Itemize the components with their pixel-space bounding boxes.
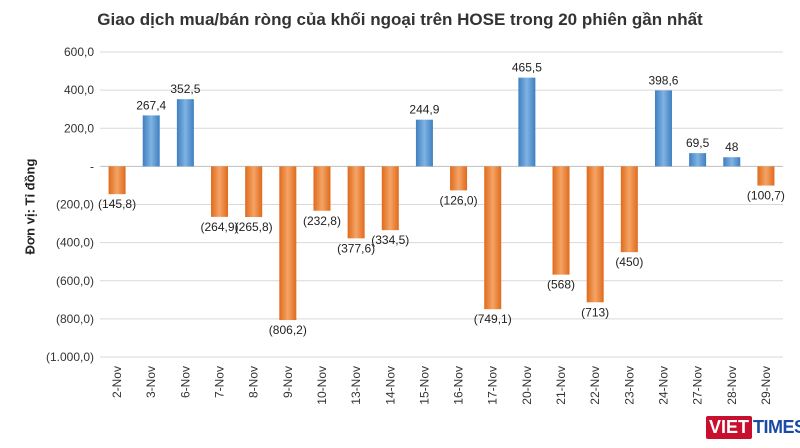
x-tick-label: 10-Nov	[315, 366, 329, 405]
data-label: (450)	[615, 255, 643, 269]
x-tick-label: 6-Nov	[178, 366, 192, 398]
x-tick-label: 8-Nov	[247, 366, 261, 398]
y-tick-label: (600,0)	[56, 274, 94, 288]
bar	[142, 115, 160, 167]
data-label: (265,8)	[235, 220, 273, 234]
data-label: (377,6)	[337, 241, 375, 255]
y-tick-label: (200,0)	[56, 198, 94, 212]
x-tick-label: 20-Nov	[520, 366, 534, 405]
y-tick-label: 400,0	[64, 83, 94, 97]
data-label: (334,5)	[371, 233, 409, 247]
x-tick-label: 29-Nov	[759, 366, 773, 405]
x-tick-label: 16-Nov	[452, 366, 466, 405]
x-tick-label: 24-Nov	[656, 366, 670, 405]
bar	[654, 90, 672, 167]
bar	[757, 166, 775, 186]
data-label: (232,8)	[303, 214, 341, 228]
bar	[245, 166, 263, 218]
bar	[552, 166, 570, 275]
bar	[176, 99, 194, 167]
x-tick-label: 7-Nov	[213, 366, 227, 398]
data-label: (145,8)	[98, 197, 136, 211]
bar	[450, 166, 468, 191]
bar	[211, 166, 229, 217]
bar	[415, 119, 433, 167]
bar	[518, 77, 536, 167]
data-label: (749,1)	[474, 312, 512, 326]
x-tick-label: 28-Nov	[725, 366, 739, 405]
x-tick-label: 15-Nov	[417, 366, 431, 405]
data-label: 69,5	[686, 136, 710, 150]
data-label: (100,7)	[747, 189, 785, 203]
logo-viet: VIET	[706, 415, 753, 439]
data-label: (264,9)	[201, 220, 239, 234]
logo-times: TIMES	[753, 416, 800, 437]
x-tick-label: 21-Nov	[554, 366, 568, 405]
x-tick-label: 17-Nov	[486, 366, 500, 405]
bar	[689, 153, 707, 167]
y-tick-label: 200,0	[64, 121, 94, 135]
data-label: (713)	[581, 305, 609, 319]
x-tick-label: 14-Nov	[383, 366, 397, 405]
data-label: (806,2)	[269, 323, 307, 337]
data-label: 398,6	[648, 73, 678, 87]
bar	[347, 166, 365, 239]
bar	[279, 166, 297, 321]
data-label: (126,0)	[440, 193, 478, 207]
bar	[108, 166, 126, 195]
bar	[620, 166, 638, 253]
x-tick-label: 27-Nov	[691, 366, 705, 405]
bar	[381, 166, 399, 231]
x-tick-label: 3-Nov	[144, 366, 158, 398]
bar	[313, 166, 331, 211]
x-tick-label: 22-Nov	[588, 366, 602, 405]
bar	[484, 166, 502, 310]
data-label: 267,4	[136, 98, 166, 112]
viettimes-logo: VIETTIMES	[706, 414, 800, 440]
x-tick-label: 9-Nov	[281, 366, 295, 398]
y-tick-label: -	[90, 159, 94, 173]
data-label: 48	[725, 140, 739, 154]
y-tick-label: (400,0)	[56, 236, 94, 250]
data-label: (568)	[547, 278, 575, 292]
y-tick-label: 600,0	[64, 45, 94, 59]
x-tick-label: 23-Nov	[622, 366, 636, 405]
x-tick-label: 2-Nov	[110, 366, 124, 398]
data-label: 465,5	[512, 61, 542, 75]
y-tick-label: (1.000,0)	[46, 350, 94, 364]
data-label: 352,5	[170, 82, 200, 96]
chart-title: Giao dịch mua/bán ròng của khối ngoại tr…	[97, 10, 703, 29]
bar	[723, 157, 741, 167]
bar	[586, 166, 604, 303]
y-tick-label: (800,0)	[56, 312, 94, 326]
data-label: 244,9	[409, 103, 439, 117]
x-tick-label: 13-Nov	[349, 366, 363, 405]
